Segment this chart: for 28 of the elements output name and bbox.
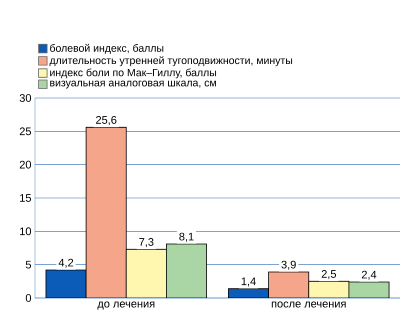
y-tick-label: 15 xyxy=(20,194,32,202)
y-tick-label: 25 xyxy=(20,127,32,136)
bar xyxy=(268,272,310,298)
data-label: 2,4 xyxy=(362,270,376,280)
bar xyxy=(348,282,390,298)
legend-label: визуальная аналоговая шкала, см xyxy=(50,80,216,88)
data-label: 3,9 xyxy=(281,260,296,270)
bar xyxy=(126,248,167,298)
bar xyxy=(166,244,207,298)
legend-label: болевой индекс, баллы xyxy=(50,44,164,54)
data-label: 8,1 xyxy=(179,232,194,242)
y-tick-label: 20 xyxy=(20,160,32,169)
bar xyxy=(86,126,127,298)
x-tick-label: после лечения xyxy=(272,302,346,308)
data-label: 1,4 xyxy=(242,278,256,286)
y-tick-label: 30 xyxy=(20,94,32,102)
x-tick-label: до лечения xyxy=(97,302,154,310)
bar xyxy=(46,270,86,298)
data-label: 2,5 xyxy=(322,270,336,280)
data-label: 25,6 xyxy=(96,116,116,126)
bar xyxy=(308,280,350,298)
y-tick-label: 10 xyxy=(20,227,32,236)
data-label: 4,2 xyxy=(58,258,74,268)
y-tick-label: 5 xyxy=(26,260,32,269)
y-tick-label: 0 xyxy=(26,294,32,302)
legend-label: длительность утренней тугоподвижности, минуты xyxy=(50,56,292,66)
legend-label: индекс боли по Мак–Гиллу, баллы xyxy=(50,68,216,78)
data-label: 7,3 xyxy=(139,238,154,248)
